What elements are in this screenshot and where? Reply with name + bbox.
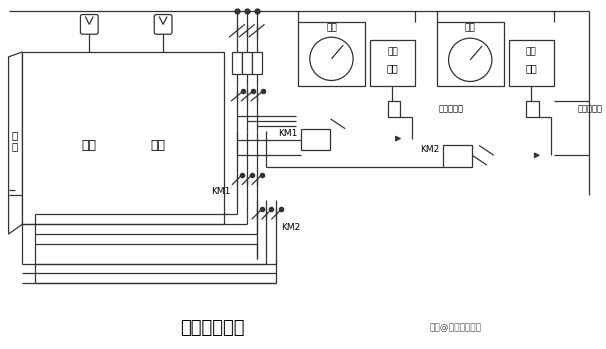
Text: 头条@电子工程世界: 头条@电子工程世界 (430, 323, 482, 332)
Text: 记录: 记录 (465, 24, 476, 33)
Text: 中间继电器: 中间继电器 (439, 105, 464, 113)
Text: KM1: KM1 (211, 187, 230, 196)
Text: KM1: KM1 (279, 129, 298, 138)
Text: 仪表: 仪表 (525, 63, 537, 73)
Bar (298, 22, 365, 87)
Text: 记录: 记录 (326, 24, 337, 33)
Text: KM2: KM2 (281, 223, 301, 232)
Bar (442, 146, 472, 167)
Bar (251, 52, 262, 74)
Bar (370, 40, 415, 87)
Text: 炉
门: 炉 门 (12, 130, 18, 151)
Bar (527, 101, 539, 117)
Bar (22, 52, 224, 224)
FancyBboxPatch shape (155, 15, 172, 34)
Text: KM2: KM2 (421, 146, 440, 155)
Bar (301, 129, 330, 150)
Bar (508, 40, 554, 87)
FancyBboxPatch shape (81, 15, 98, 34)
Text: 控制: 控制 (526, 47, 537, 57)
Text: 控制: 控制 (387, 47, 398, 57)
Text: 前区: 前区 (82, 139, 97, 152)
Bar (232, 52, 242, 74)
Bar (437, 22, 504, 87)
Polygon shape (8, 52, 22, 234)
Bar (388, 101, 401, 117)
Text: 后区: 后区 (151, 139, 165, 152)
Text: 箱式炉控制图: 箱式炉控制图 (180, 319, 245, 336)
Text: 中间继电器: 中间继电器 (578, 105, 602, 113)
Text: 仪表: 仪表 (387, 63, 398, 73)
Bar (242, 52, 251, 74)
